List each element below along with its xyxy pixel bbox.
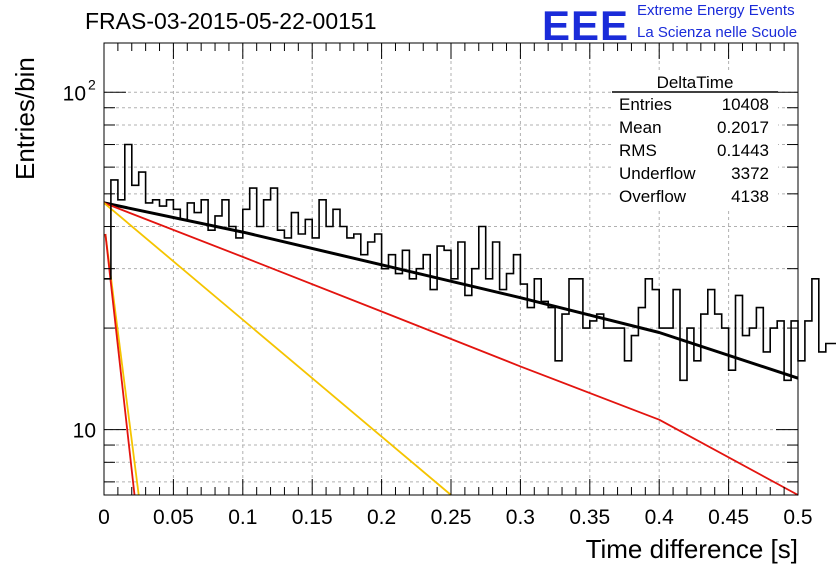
x-tick-label: 0.1 bbox=[228, 506, 257, 529]
stats-row-label: RMS bbox=[619, 141, 657, 160]
eee-logo: EEE bbox=[542, 2, 630, 49]
x-tick-label: 0.3 bbox=[506, 506, 535, 529]
histogram-line bbox=[104, 143, 836, 382]
logo-line-1: Extreme Energy Events bbox=[637, 2, 795, 19]
chart-title: FRAS-03-2015-05-22-00151 bbox=[85, 8, 377, 34]
stats-row-label: Underflow bbox=[619, 164, 696, 183]
x-tick-label: 0 bbox=[98, 506, 110, 529]
fit-curve bbox=[104, 233, 136, 496]
tick-labels: 0 0.05 0.1 0.15 0.2 0.25 0.3 0.35 0.4 0.45 0.5 10 10… bbox=[63, 76, 813, 529]
plot-frame bbox=[103, 42, 799, 496]
axes bbox=[103, 42, 799, 496]
stats-row-value: 3372 bbox=[731, 164, 769, 183]
stats-row-value: 0.2017 bbox=[717, 118, 769, 137]
stats-box-background bbox=[612, 70, 778, 210]
y-axis-label: Entries/bin bbox=[10, 57, 40, 180]
stats-row-value: 10408 bbox=[722, 95, 769, 114]
x-axis-label: Time difference [s] bbox=[586, 534, 798, 564]
x-tick-label: 0.2 bbox=[367, 506, 396, 529]
y-tick-label: 10 bbox=[73, 420, 96, 443]
stats-row-value: 0.1443 bbox=[717, 141, 769, 160]
histogram bbox=[104, 143, 836, 382]
fit-curve bbox=[103, 201, 799, 380]
x-tick-label: 0.15 bbox=[292, 506, 333, 529]
stats-row-value: 4138 bbox=[731, 187, 769, 206]
x-tick-label: 0.45 bbox=[708, 506, 749, 529]
stats-box-title: DeltaTime bbox=[657, 73, 734, 92]
stats-row-label: Overflow bbox=[619, 187, 687, 206]
x-tick-label: 0.05 bbox=[153, 506, 194, 529]
x-tick-label: 0.5 bbox=[783, 506, 812, 529]
fit-curve bbox=[103, 202, 799, 496]
stats-box: DeltaTime Entries 10408 Mean 0.2017 RMS 0.1443… bbox=[612, 70, 778, 210]
fit-curve bbox=[103, 202, 452, 496]
y-tick-label-exponent: 2 bbox=[88, 76, 96, 92]
stats-row-label: Mean bbox=[619, 118, 662, 137]
stats-row-label: Entries bbox=[619, 95, 672, 114]
x-tick-label: 0.25 bbox=[431, 506, 472, 529]
x-tick-label: 0.4 bbox=[645, 506, 675, 529]
x-tick-label: 0.35 bbox=[569, 506, 610, 529]
y-tick-label: 10 bbox=[63, 82, 86, 105]
logo-line-2: La Scienza nelle Scuole bbox=[637, 24, 798, 41]
